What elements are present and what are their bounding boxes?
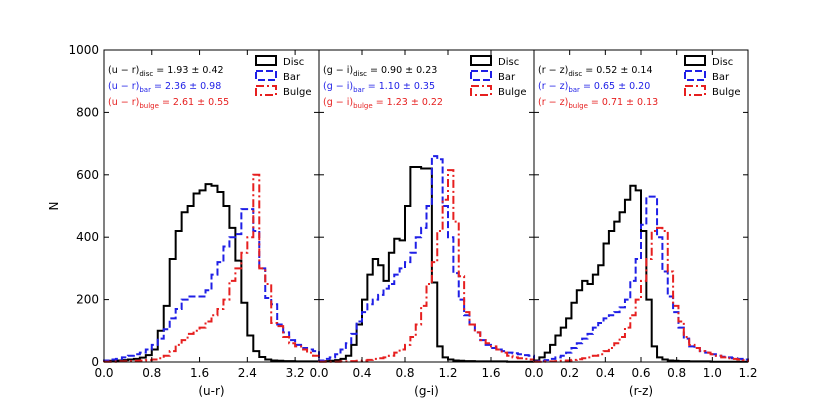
legend-label-bar: Bar bbox=[498, 72, 516, 83]
stat-annotation-bulge: (u − r)bulge = 2.61 ± 0.55 bbox=[108, 97, 229, 110]
x-tick-label: 2.4 bbox=[238, 366, 257, 380]
legend-swatch-bulge bbox=[255, 85, 277, 96]
y-tick-label: 600 bbox=[76, 168, 99, 182]
legend-swatch-disc bbox=[255, 55, 277, 66]
histogram-bar bbox=[318, 155, 535, 362]
x-tick-label: 1.6 bbox=[190, 366, 209, 380]
x-axis-label: (r-z) bbox=[629, 384, 653, 398]
stat-annotation-bar: (r − z)bar = 0.65 ± 0.20 bbox=[538, 81, 650, 94]
panel-2: 0.0 0.4 0.8 1.2 1.6 (g-i) (g − i)disc = 0.90 ±… bbox=[309, 49, 535, 398]
y-tick-label: 200 bbox=[76, 293, 99, 307]
stat-annotation-disc: (u − r)disc = 1.93 ± 0.42 bbox=[108, 65, 224, 78]
x-tick-label: 1.6 bbox=[481, 366, 500, 380]
x-tick-label: 1.2 bbox=[738, 366, 757, 380]
histogram-bar bbox=[103, 208, 320, 362]
histogram-bulge bbox=[103, 173, 320, 363]
legend-label-bulge: Bulge bbox=[283, 87, 311, 98]
legend-swatch-bulge bbox=[684, 85, 706, 96]
histogram-disc bbox=[533, 184, 749, 363]
legend-label-disc: Disc bbox=[498, 57, 519, 68]
histogram-disc bbox=[318, 166, 535, 363]
legend-swatch-bar bbox=[255, 70, 277, 81]
y-tick-label: 800 bbox=[76, 105, 99, 119]
stat-annotation-bulge: (r − z)bulge = 0.71 ± 0.13 bbox=[538, 97, 658, 110]
stat-annotation-disc: (r − z)disc = 0.52 ± 0.14 bbox=[538, 65, 653, 78]
x-tick-label: 0.0 bbox=[309, 366, 328, 380]
x-tick-label: 0.4 bbox=[596, 366, 615, 380]
histogram-bulge bbox=[533, 226, 749, 363]
x-tick-label: 1.0 bbox=[703, 366, 722, 380]
stat-annotation-bar: (g − i)bar = 1.10 ± 0.35 bbox=[323, 81, 435, 94]
legend-swatch-bar bbox=[684, 70, 706, 81]
x-tick-label: 0.6 bbox=[631, 366, 650, 380]
panel-3: 0.0 0.2 0.4 0.6 0.8 1.0 1.2 (r-z) (r − z)disc = … bbox=[524, 49, 758, 398]
stat-annotation-disc: (g − i)disc = 0.90 ± 0.23 bbox=[323, 65, 437, 78]
legend-label-bar: Bar bbox=[712, 72, 730, 83]
legend-label-disc: Disc bbox=[712, 57, 733, 68]
y-tick-label: 400 bbox=[76, 230, 99, 244]
legend-label-bulge: Bulge bbox=[498, 87, 526, 98]
x-tick-label: 0.4 bbox=[352, 366, 371, 380]
x-tick-label: 0.8 bbox=[667, 366, 686, 380]
x-tick-label: 0.2 bbox=[560, 366, 579, 380]
x-tick-label: 1.2 bbox=[438, 366, 457, 380]
histogram-bar bbox=[533, 195, 749, 363]
y-tick-label: 1000 bbox=[68, 43, 99, 57]
x-tick-label: 0.8 bbox=[142, 366, 161, 380]
legend-label-bar: Bar bbox=[283, 72, 301, 83]
panel-1: 0.0 0.8 1.6 2.4 3.2 0 200 400 600 800 1000 (u-r) (u … bbox=[68, 43, 320, 398]
x-axis-label: (g-i) bbox=[414, 384, 439, 398]
x-tick-label: 0.8 bbox=[395, 366, 414, 380]
legend-swatch-disc bbox=[684, 55, 706, 66]
x-tick-label: 3.2 bbox=[286, 366, 305, 380]
legend-swatch-bulge bbox=[470, 85, 492, 96]
x-axis-label: (u-r) bbox=[198, 384, 224, 398]
histogram-disc bbox=[103, 183, 320, 363]
legend-swatch-bar bbox=[470, 70, 492, 81]
legend-label-bulge: Bulge bbox=[712, 87, 740, 98]
legend-swatch-disc bbox=[470, 55, 492, 66]
stat-annotation-bar: (u − r)bar = 2.36 ± 0.98 bbox=[108, 81, 221, 94]
y-tick-label: 0 bbox=[91, 355, 99, 369]
x-tick-label: 0.0 bbox=[524, 366, 543, 380]
legend-label-disc: Disc bbox=[283, 57, 304, 68]
x-tick-label: 0.0 bbox=[94, 366, 113, 380]
stat-annotation-bulge: (g − i)bulge = 1.23 ± 0.22 bbox=[323, 97, 443, 110]
y-axis-label: N bbox=[47, 202, 61, 211]
